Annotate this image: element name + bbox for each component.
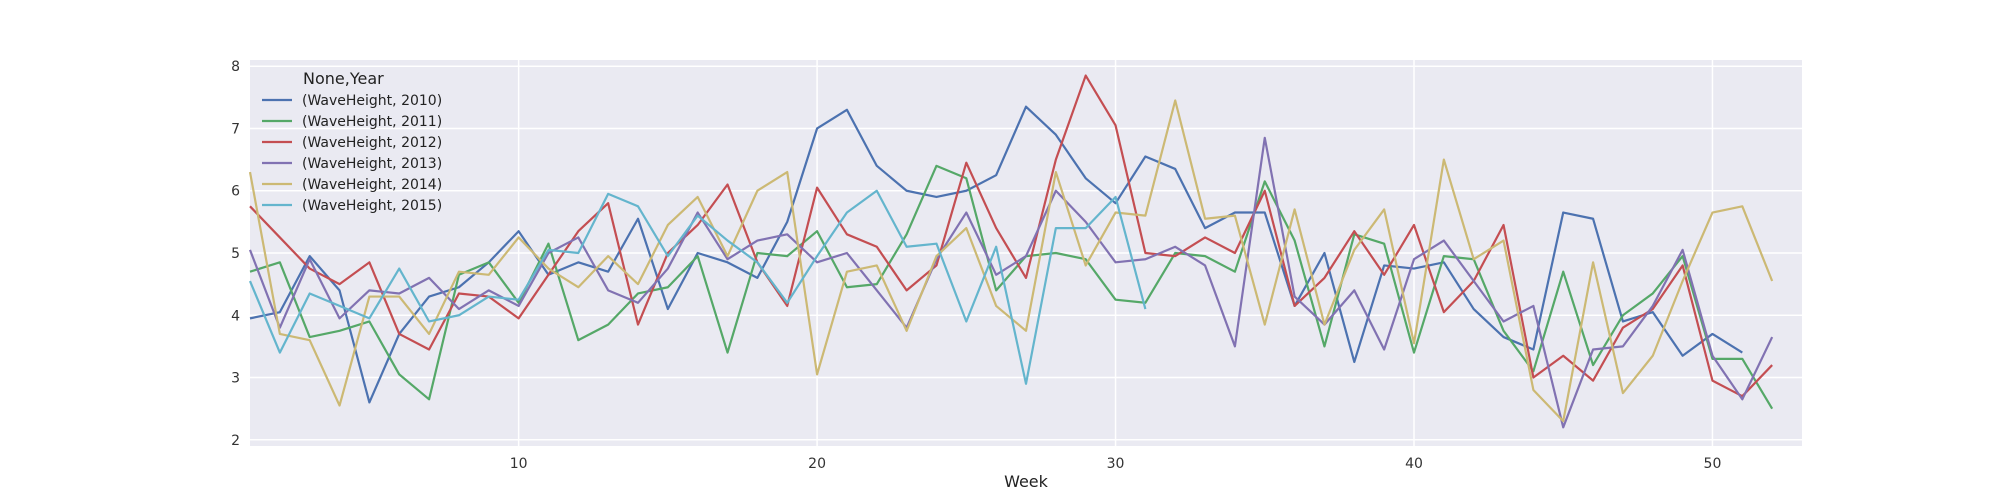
- series-lines: [248, 74, 1774, 429]
- x-axis-label: Week: [1004, 472, 1049, 491]
- y-tick-label: 6: [231, 184, 240, 200]
- y-tick-label: 3: [231, 371, 240, 387]
- series-line-0: [249, 105, 1743, 404]
- legend-entry-1: (WaveHeight, 2011): [302, 114, 442, 130]
- series-line-2: [249, 74, 1773, 398]
- legend-entry-3: (WaveHeight, 2013): [302, 156, 442, 172]
- x-tick-label: 10: [510, 456, 528, 472]
- y-tick-label: 2: [231, 433, 240, 449]
- x-tick-label: 40: [1405, 456, 1423, 472]
- legend-entry-4: (WaveHeight, 2014): [302, 177, 442, 193]
- tick-labels: 10 20 30 40 50 2 3 4 5 6 7 8: [231, 59, 1721, 472]
- y-tick-label: 8: [231, 59, 240, 75]
- legend-entry-2: (WaveHeight, 2012): [302, 135, 442, 151]
- y-tick-label: 4: [231, 308, 240, 324]
- legend-entry-5: (WaveHeight, 2015): [302, 198, 442, 214]
- legend-title: None,Year: [303, 69, 384, 88]
- x-tick-label: 30: [1107, 456, 1125, 472]
- y-tick-label: 7: [231, 121, 240, 137]
- x-tick-label: 20: [808, 456, 826, 472]
- y-tick-label: 5: [231, 246, 240, 262]
- legend: None,Year (WaveHeight, 2010) (WaveHeight,…: [262, 69, 442, 214]
- x-tick-label: 50: [1704, 456, 1722, 472]
- legend-entry-0: (WaveHeight, 2010): [302, 93, 442, 109]
- series-line-5: [248, 189, 1147, 385]
- series-line-1: [249, 164, 1774, 410]
